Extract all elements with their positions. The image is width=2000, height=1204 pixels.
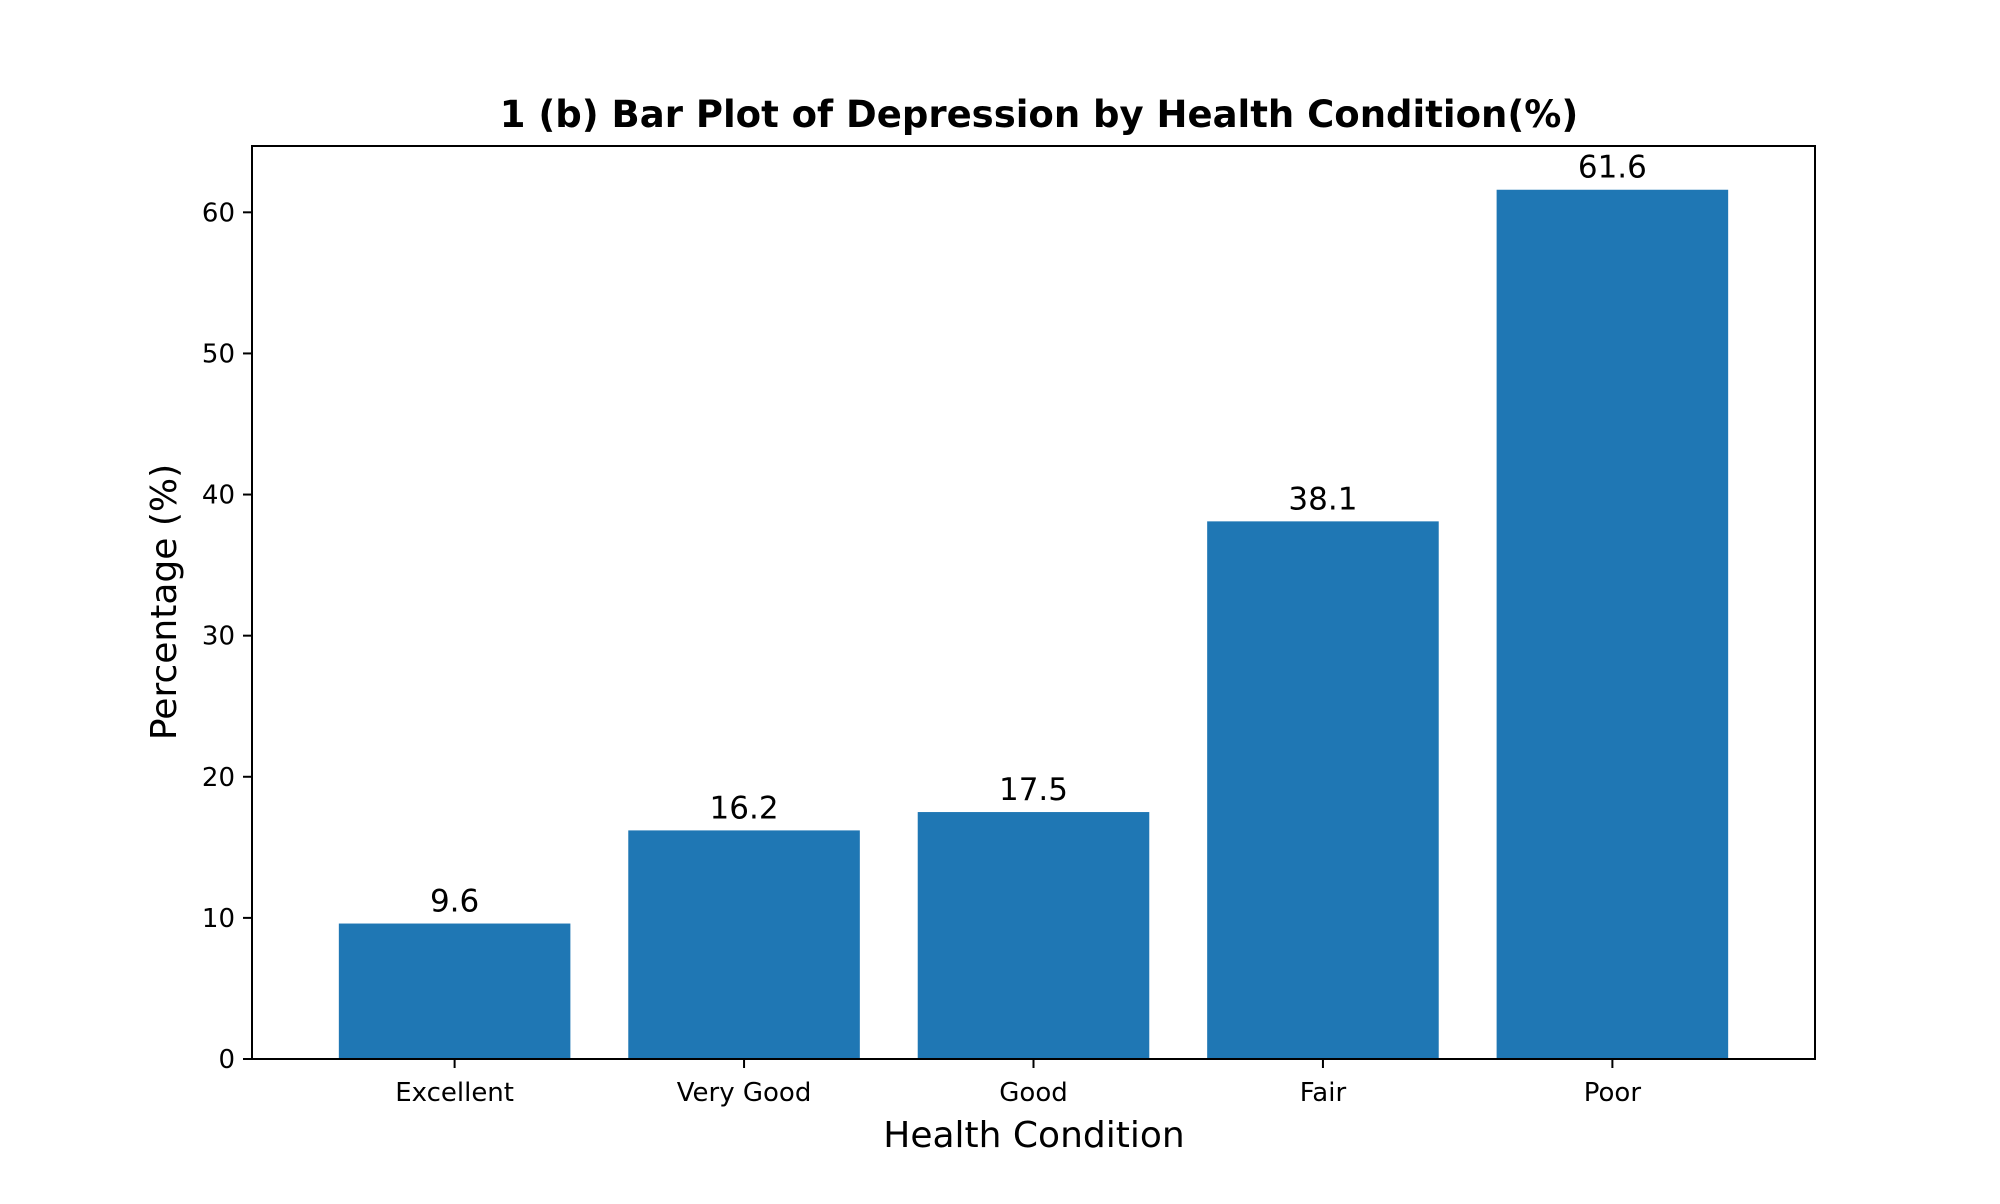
bar-value-label: 38.1 [1288,481,1357,517]
bar-excellent [338,923,571,1059]
bar-value-label: 16.2 [710,790,779,826]
bar-very-good [628,830,860,1059]
bars-group [338,189,1729,1059]
bar-fair [1207,521,1439,1059]
y-tick-label: 0 [218,1045,235,1075]
y-tick-label: 30 [202,622,235,652]
bar-good [917,812,1150,1059]
bar-value-label: 61.6 [1578,150,1647,186]
x-tick-label: Excellent [395,1078,514,1108]
y-tick-label: 50 [202,339,235,369]
bar-value-label: 17.5 [999,772,1068,808]
x-tick-label: Very Good [677,1078,812,1108]
x-axis-ticks: Excellent Very Good Good Fair Poor [395,1059,1641,1108]
bar-value-label: 9.6 [430,884,479,920]
x-axis-label: Health Condition [883,1115,1184,1156]
y-tick-label: 20 [202,763,235,793]
x-tick-label: Fair [1300,1078,1347,1108]
x-tick-label: Good [999,1078,1067,1108]
x-tick-label: Poor [1584,1078,1642,1108]
y-tick-label: 60 [202,198,235,228]
y-tick-label: 40 [202,481,235,511]
chart-title: 1 (b) Bar Plot of Depression by Health C… [500,93,1579,136]
value-labels-group: 9.6 16.2 17.5 38.1 61.6 [430,150,1647,920]
y-tick-label: 10 [202,904,235,934]
bar-poor [1496,189,1729,1059]
y-axis-ticks: 0 10 20 30 40 50 60 [202,198,252,1075]
y-axis-label: Percentage (%) [144,464,185,740]
